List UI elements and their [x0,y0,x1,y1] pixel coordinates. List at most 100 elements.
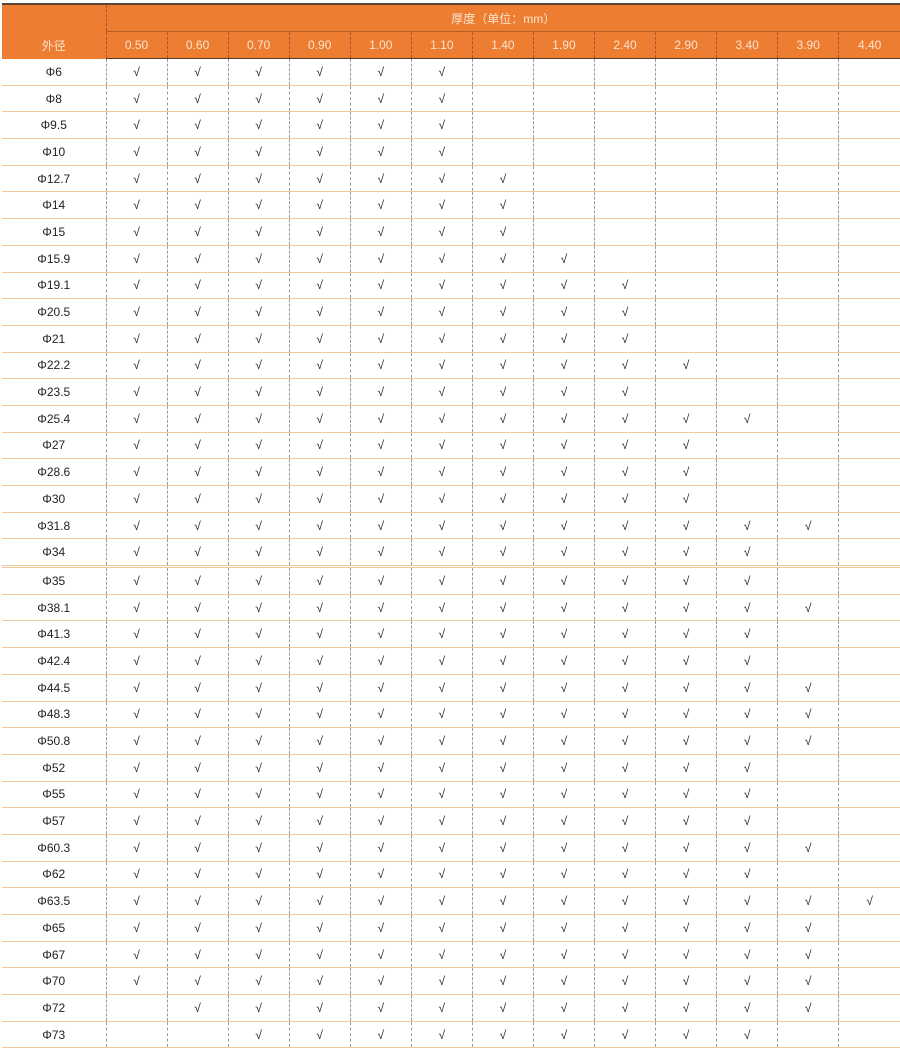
available-check-cell: √ [593,432,656,460]
available-check-cell: √ [227,701,290,729]
available-check-cell: √ [349,538,412,569]
available-check-cell: √ [410,807,473,835]
available-check-cell: √ [288,298,351,326]
available-check-cell: √ [593,566,656,595]
available-check-cell: √ [716,861,778,889]
available-check-cell: √ [105,861,168,889]
available-check-cell: √ [471,967,534,996]
available-check-cell: √ [105,245,168,273]
available-check-cell: √ [166,191,229,220]
available-check-cell: √ [349,352,412,380]
available-check-cell: √ [105,647,168,675]
empty-cell [716,352,778,380]
empty-cell [838,378,900,406]
available-check-cell: √ [105,378,168,406]
empty-cell [655,85,717,113]
empty-cell [838,138,900,166]
available-check-cell: √ [166,994,229,1022]
available-check-cell: √ [532,538,595,569]
available-check-cell: √ [410,861,473,889]
available-check-cell: √ [166,165,229,193]
available-check-cell: √ [288,994,351,1022]
table-row: Φ63.5 √ √ √ √ √ √ √ √ √ √ √ √ √ [2,887,900,915]
empty-cell [593,85,656,113]
available-check-cell: √ [593,967,656,996]
table-row: Φ42.4 √ √ √ √ √ √ √ √ √ √ √ [2,647,900,675]
available-check-cell: √ [166,647,229,675]
available-check-cell: √ [288,85,351,113]
available-check-cell: √ [227,138,290,166]
available-check-cell: √ [288,405,351,433]
available-check-cell: √ [105,485,168,513]
empty-cell [838,485,900,513]
available-check-cell: √ [655,834,717,862]
available-check-cell: √ [105,754,168,782]
thickness-column-header: 0.50 [105,31,168,59]
empty-cell [838,538,900,569]
available-check-cell: √ [410,538,473,569]
empty-cell [655,191,717,220]
empty-cell [838,165,900,193]
empty-cell [716,485,778,513]
available-check-cell: √ [288,674,351,702]
available-check-cell: √ [532,941,595,969]
table-row: Φ72 √ √ √ √ √ √ √ √ √ √ √ [2,994,900,1022]
outer-diameter-cell: Φ67 [2,941,106,969]
available-check-cell: √ [471,1021,534,1048]
available-check-cell: √ [166,887,229,915]
available-check-cell: √ [105,85,168,113]
empty-cell [777,245,839,273]
table-row: Φ48.3 √ √ √ √ √ √ √ √ √ √ √ √ [2,701,900,729]
header-row-thickness-values: 0.50 0.60 0.70 0.90 1.00 1.10 1.40 1.90 2.40 2.90… [2,31,900,59]
empty-cell [838,620,900,649]
available-check-cell: √ [777,727,839,755]
empty-cell [777,620,839,649]
available-check-cell: √ [349,138,412,166]
available-check-cell: √ [105,272,168,300]
table-row: Φ65 √ √ √ √ √ √ √ √ √ √ √ √ [2,914,900,942]
empty-cell [716,298,778,326]
available-check-cell: √ [105,352,168,380]
empty-cell [593,245,656,273]
available-check-cell: √ [471,432,534,460]
available-check-cell: √ [532,378,595,406]
empty-cell [716,58,778,86]
available-check-cell: √ [105,218,168,246]
available-check-cell: √ [288,807,351,835]
empty-cell [838,781,900,809]
thickness-column-header: 4.40 [838,31,900,59]
empty-cell [838,405,900,433]
empty-cell [655,378,717,406]
available-check-cell: √ [777,994,839,1022]
empty-cell [777,754,839,782]
available-check-cell: √ [471,994,534,1022]
empty-cell [532,85,595,113]
available-check-cell: √ [838,887,900,915]
available-check-cell: √ [410,218,473,246]
empty-cell [838,218,900,246]
available-check-cell: √ [410,85,473,113]
available-check-cell: √ [227,111,290,140]
available-check-cell: √ [105,191,168,220]
available-check-cell: √ [593,647,656,675]
available-check-cell: √ [716,512,778,540]
available-check-cell: √ [410,941,473,969]
available-check-cell: √ [166,807,229,835]
available-check-cell: √ [532,485,595,513]
table-row: Φ70 √ √ √ √ √ √ √ √ √ √ √ √ [2,967,900,996]
thickness-column-header: 2.90 [655,31,717,59]
available-check-cell: √ [471,807,534,835]
header-row-thickness: 外径 厚度（单位：mm） [2,3,900,59]
empty-cell [716,165,778,193]
available-check-cell: √ [166,58,229,86]
available-check-cell: √ [716,538,778,569]
available-check-cell: √ [471,887,534,915]
available-check-cell: √ [227,620,290,649]
available-check-cell: √ [655,538,717,569]
empty-cell [655,218,717,246]
available-check-cell: √ [593,807,656,835]
available-check-cell: √ [288,352,351,380]
available-check-cell: √ [532,994,595,1022]
available-check-cell: √ [655,914,717,942]
available-check-cell: √ [227,191,290,220]
